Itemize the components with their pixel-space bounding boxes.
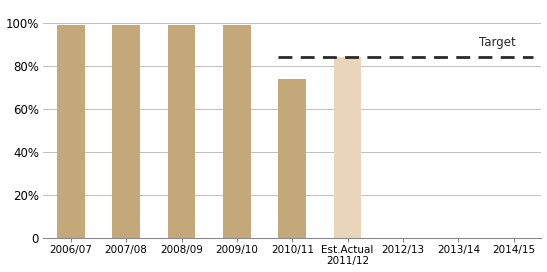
Text: Target: Target — [479, 36, 515, 49]
Bar — [278, 79, 306, 238]
Bar — [334, 57, 362, 238]
Bar — [57, 25, 85, 238]
Bar — [223, 25, 251, 238]
Bar — [112, 25, 140, 238]
Bar — [168, 25, 195, 238]
